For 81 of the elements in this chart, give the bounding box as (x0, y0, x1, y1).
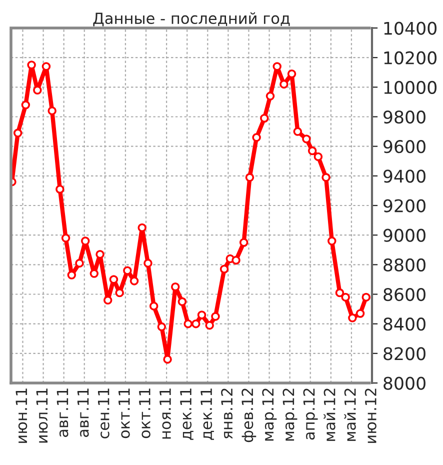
point (178, 297, 187, 306)
point (293, 127, 302, 136)
x-tick-label: авг.11 (77, 388, 89, 437)
x-tick-label: дек.11 (180, 388, 194, 440)
y-tick-label: 8600 (384, 288, 426, 302)
x-tick-label: мар.12 (262, 388, 277, 441)
point (287, 69, 296, 78)
point (197, 310, 206, 320)
x-tick-label: окт.11 (139, 388, 150, 438)
y-tick-label: 8000 (384, 376, 426, 390)
point (21, 100, 30, 110)
point (335, 288, 344, 298)
point (356, 309, 365, 318)
point (75, 258, 84, 268)
point (260, 114, 269, 123)
point (80, 236, 90, 246)
x-tick-label: авг.11 (56, 388, 68, 437)
point (48, 106, 56, 116)
point (302, 134, 311, 144)
point (362, 292, 371, 302)
point (42, 62, 51, 71)
x-tick-label: май.12 (324, 388, 336, 441)
x-tick-label: май.12 (344, 388, 356, 441)
chart-title: Данные - последний год (93, 12, 290, 26)
point (109, 275, 118, 284)
point (239, 238, 248, 247)
y-tick-label: 9200 (384, 199, 426, 212)
point (33, 86, 42, 94)
point (211, 312, 220, 321)
point (314, 152, 323, 162)
x-tick-label: ноя.11 (160, 388, 171, 439)
point (103, 296, 112, 305)
y-tick-label: 9800 (384, 110, 426, 124)
point (27, 60, 36, 70)
point (184, 319, 192, 328)
point (157, 322, 166, 332)
y-tick-label: 10400 (384, 22, 436, 35)
x-tick-label: дек.11 (200, 388, 214, 440)
point (266, 92, 275, 100)
point (232, 256, 240, 265)
x-tick-label: мар.12 (282, 388, 298, 441)
y-tick-label: 9600 (384, 140, 426, 154)
point (341, 292, 350, 302)
y-tick-label: 9400 (384, 170, 426, 183)
x-tick-label: окт.11 (118, 388, 130, 438)
x-tick-label: июн.12 (364, 388, 376, 443)
point (56, 184, 64, 194)
point (205, 320, 214, 330)
point (13, 128, 22, 138)
point (149, 302, 158, 310)
point (170, 282, 180, 292)
point (245, 173, 254, 182)
point (252, 133, 261, 142)
point (308, 146, 317, 156)
point (67, 270, 76, 280)
point (138, 223, 146, 232)
point (272, 62, 282, 71)
x-tick-label: апр.12 (303, 388, 318, 440)
point (163, 354, 172, 364)
point (328, 236, 336, 246)
point (96, 250, 104, 259)
x-tick-label: янв.12 (221, 388, 232, 439)
point (192, 319, 200, 328)
point (61, 234, 70, 242)
y-tick-label: 9000 (384, 228, 426, 242)
point (144, 258, 152, 268)
x-tick-label: сен.11 (98, 388, 110, 438)
point (90, 269, 99, 278)
y-tick-label: 10000 (384, 80, 436, 94)
point (130, 276, 139, 286)
point (322, 173, 330, 182)
point (123, 266, 132, 275)
y-tick-label: 8200 (384, 347, 426, 360)
y-tick-label: 8800 (384, 258, 426, 272)
x-tick-label: июл.11 (36, 388, 48, 443)
x-tick-label: июн.11 (16, 388, 28, 443)
y-tick-label: 10200 (384, 51, 436, 64)
point (220, 264, 229, 274)
x-tick-label: фев.12 (242, 388, 256, 442)
y-tick-label: 8400 (384, 318, 426, 331)
point (348, 314, 357, 322)
